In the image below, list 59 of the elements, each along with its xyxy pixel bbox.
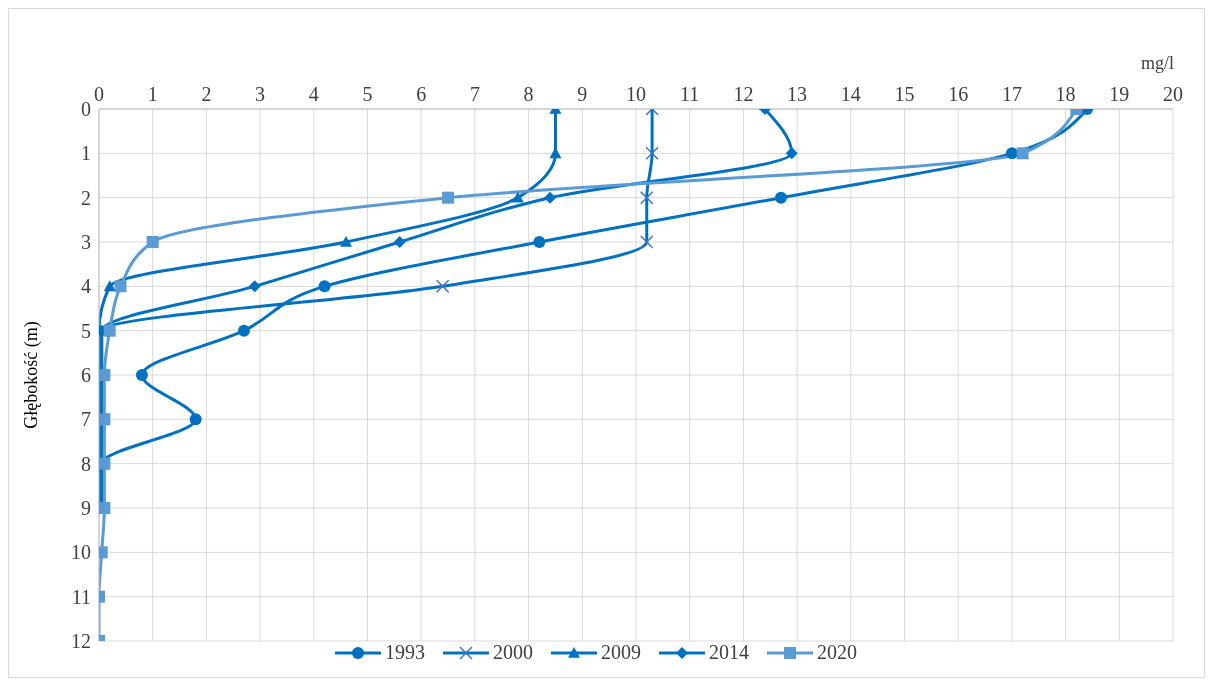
point [248, 280, 261, 293]
x-tick-label: 15 [894, 83, 915, 105]
x-tick-label: 8 [523, 83, 534, 105]
x-tick-label: 3 [255, 83, 266, 105]
y-tick-label: 4 [81, 275, 91, 298]
point [774, 191, 787, 204]
x-tick-label: 4 [308, 83, 319, 105]
y-tick-label: 11 [71, 585, 91, 608]
point [103, 280, 116, 292]
x-tick-label: 11 [680, 83, 700, 105]
y-axis-title: Głębokość (m) [21, 321, 43, 429]
point [511, 191, 524, 203]
point [135, 369, 148, 381]
x-tick-label: 13 [787, 83, 808, 105]
y-tick-label: 2 [81, 186, 91, 209]
y-tick-label: 5 [81, 319, 91, 342]
point [189, 413, 202, 426]
point [103, 324, 116, 337]
y-tick-label: 3 [81, 231, 91, 254]
y-tick-label: 6 [81, 364, 91, 387]
y-tick-label: 7 [81, 408, 91, 431]
point [1016, 147, 1029, 160]
point [146, 236, 159, 248]
point [340, 236, 353, 247]
legend-label: 1993 [385, 641, 425, 664]
x-tick-label: 2 [201, 83, 212, 105]
y-tick-label: 0 [81, 98, 91, 121]
x-tick-label: 12 [733, 83, 754, 105]
y-tick-label: 12 [71, 630, 91, 653]
x-tick-label: 20 [1163, 83, 1183, 105]
point [318, 280, 331, 293]
x-tick-label: 9 [577, 83, 588, 105]
point [114, 280, 127, 293]
point [237, 324, 250, 337]
point [393, 236, 406, 248]
point [785, 147, 798, 160]
legend-label: 2000 [493, 641, 533, 664]
x-tick-label: 1 [147, 83, 158, 105]
point [533, 236, 546, 248]
legend-label: 2014 [709, 641, 749, 664]
y-tick-label: 1 [81, 142, 91, 165]
x-tick-label: 5 [362, 83, 373, 105]
point [1005, 147, 1018, 160]
y-tick-label: 8 [81, 452, 91, 475]
x-axis-title: mg/l [1140, 53, 1174, 74]
point [544, 191, 557, 204]
x-tick-label: 19 [1109, 83, 1130, 105]
y-tick-label: 9 [81, 497, 91, 520]
y-tick-label: 10 [71, 541, 91, 564]
legend-label: 2020 [817, 641, 857, 664]
x-tick-label: 6 [416, 83, 427, 105]
x-tick-label: 10 [626, 83, 646, 105]
x-tick-label: 7 [469, 83, 480, 105]
x-tick-label: 14 [840, 83, 861, 105]
x-tick-label: 16 [948, 83, 969, 105]
x-tick-label: 17 [1001, 83, 1022, 105]
legend-label: 2009 [601, 641, 641, 664]
point [442, 191, 455, 204]
x-tick-label: 18 [1055, 83, 1076, 105]
